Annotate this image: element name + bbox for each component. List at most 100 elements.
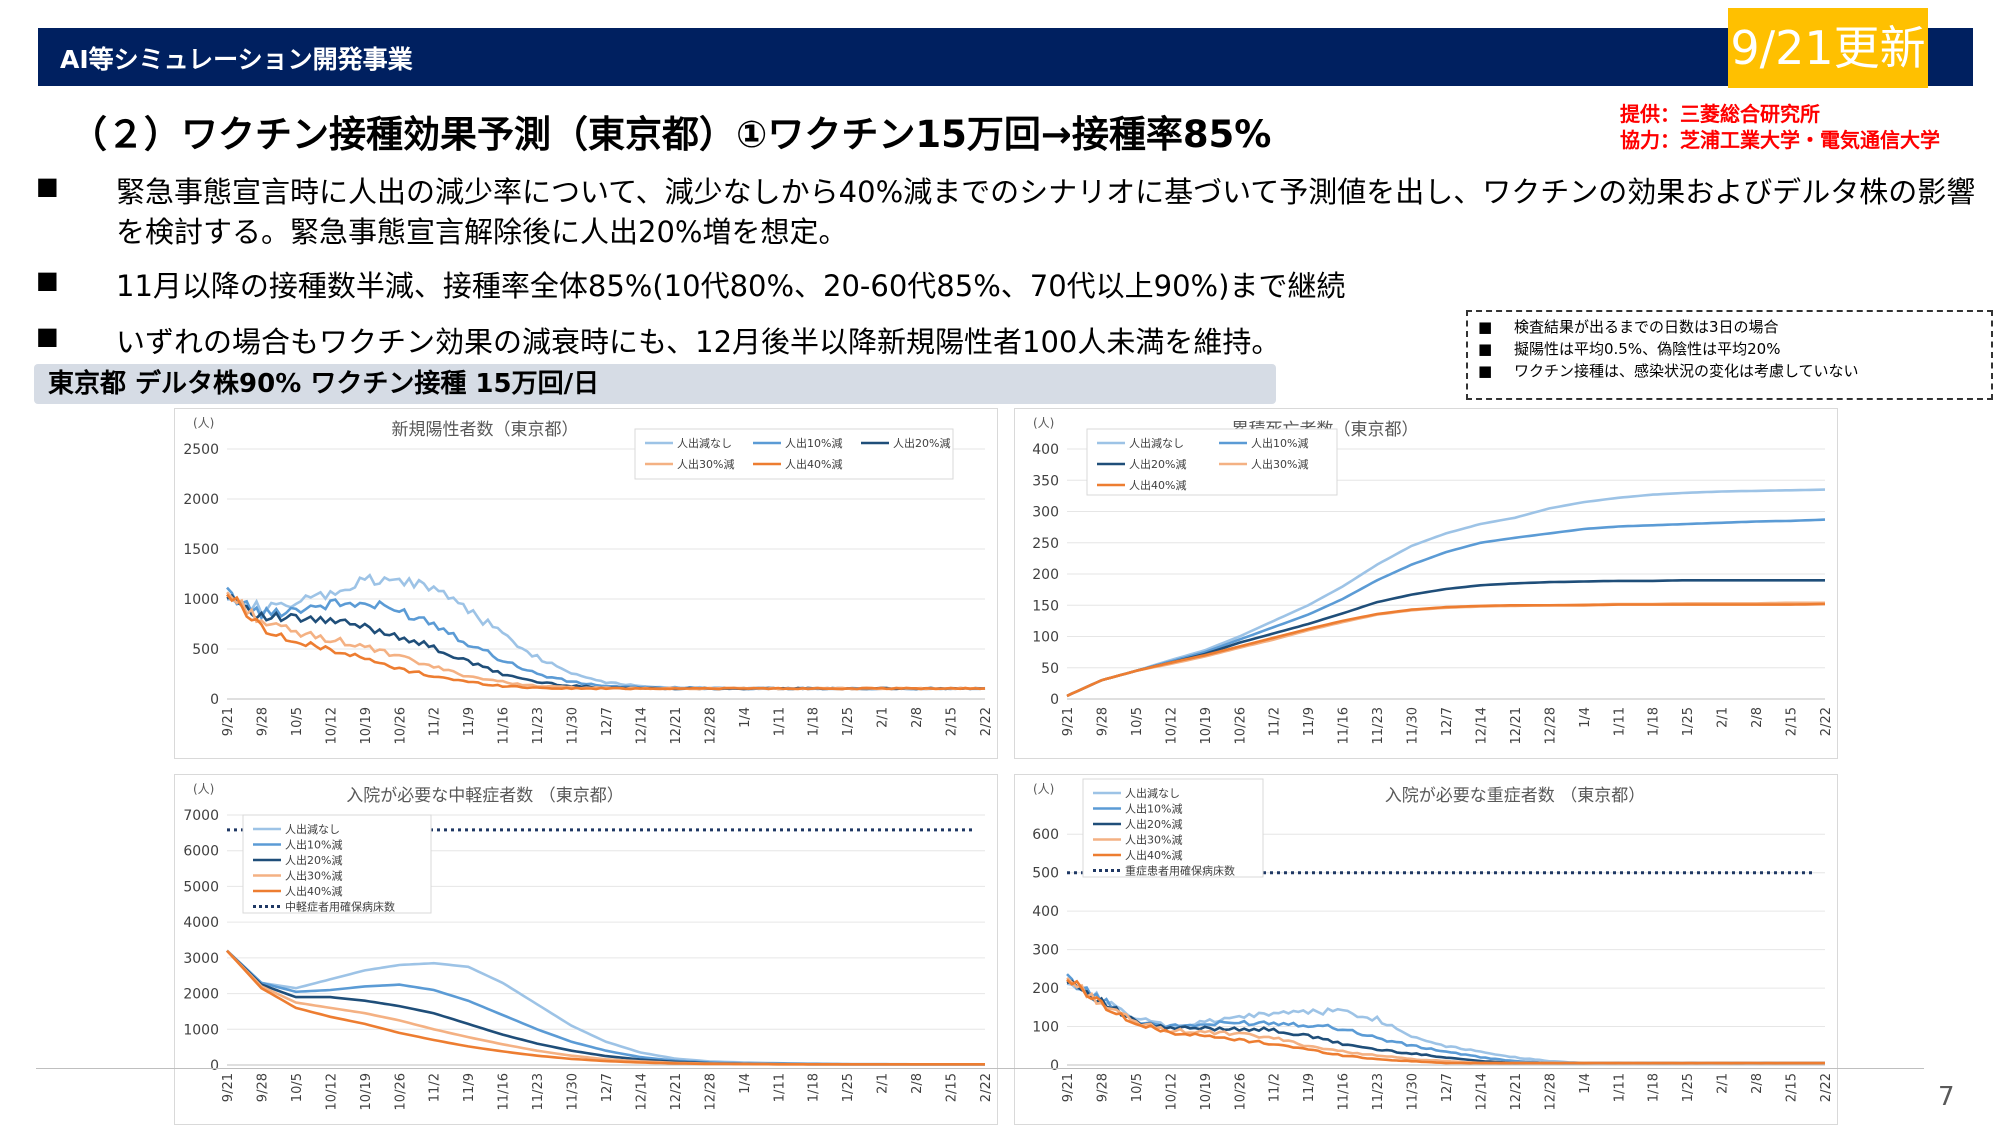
y-tick-label: 2500 bbox=[183, 442, 219, 458]
y-tick-label: 4000 bbox=[183, 915, 219, 931]
x-tick-label: 2/1 bbox=[876, 1073, 891, 1094]
x-tick-label: 2/22 bbox=[1819, 707, 1834, 736]
legend-label: 人出減なし bbox=[285, 822, 340, 836]
x-tick-label: 9/28 bbox=[255, 1073, 270, 1102]
legend-box bbox=[1086, 428, 1338, 496]
x-tick-label: 12/21 bbox=[669, 1073, 684, 1110]
x-tick-label: 11/30 bbox=[1406, 707, 1421, 744]
y-axis-label: (人) bbox=[1033, 782, 1054, 796]
y-tick-label: 100 bbox=[1032, 1020, 1059, 1036]
assumption-note-box: ■ 検査結果が出るまでの日数は3日の場合 ■ 擬陽性は平均0.5%、偽陰性は平均20… bbox=[1466, 310, 1993, 400]
x-tick-label: 10/5 bbox=[290, 1073, 305, 1102]
x-tick-label: 9/28 bbox=[1095, 1073, 1110, 1102]
chart-cumulative-deaths: 累積死亡者数（東京都）(人)0501001502002503003504009/… bbox=[1014, 408, 1838, 759]
x-tick-label: 1/18 bbox=[807, 707, 822, 736]
x-tick-label: 2/8 bbox=[910, 1073, 925, 1094]
series-line bbox=[225, 593, 986, 691]
x-tick-label: 11/30 bbox=[566, 1073, 581, 1110]
series-line bbox=[1066, 488, 1826, 698]
y-tick-label: 7000 bbox=[183, 808, 219, 824]
x-tick-label: 12/7 bbox=[1440, 707, 1455, 736]
chart-svg: 新規陽性者数（東京都） (人) 0 500 1000 1500 2000 2500 9/21 9/… bbox=[183, 416, 994, 744]
legend-box bbox=[634, 428, 954, 480]
x-tick-label: 11/23 bbox=[531, 1073, 546, 1110]
series-line bbox=[226, 949, 985, 1066]
x-tick-label: 1/18 bbox=[1647, 707, 1662, 736]
y-tick-label: 5000 bbox=[183, 879, 219, 895]
x-tick-label: 2/15 bbox=[1785, 1073, 1800, 1102]
y-tick-label: 300 bbox=[1032, 943, 1059, 959]
legend-label: 人出10%減 bbox=[285, 838, 342, 852]
x-tick-label: 12/28 bbox=[703, 1073, 718, 1110]
x-tick-label: 9/21 bbox=[1061, 707, 1076, 736]
x-tick-label: 12/7 bbox=[600, 1073, 615, 1102]
chart-new-positive: 新規陽性者数（東京都） (人) 0 500 1000 1500 2000 2500 9/21 9/… bbox=[174, 408, 998, 759]
legend-label: 人出10%減 bbox=[1125, 802, 1182, 816]
x-tick-label: 12/7 bbox=[1440, 1073, 1455, 1102]
bullet-text: いずれの場合もワクチン効果の減衰時にも、12月後半以降新規陽性者100人未満を維… bbox=[116, 325, 1281, 359]
series-line bbox=[226, 573, 986, 691]
note-line: ■ 擬陽性は平均0.5%、偽陰性は平均20% bbox=[1478, 340, 1781, 358]
y-tick-label: 300 bbox=[1032, 505, 1059, 521]
x-tick-label: 1/18 bbox=[807, 1073, 822, 1102]
y-axis-label: (人) bbox=[193, 416, 214, 430]
legend-label: 人出40%減 bbox=[1125, 848, 1182, 862]
x-tick-label: 10/12 bbox=[324, 1073, 339, 1110]
y-tick-label: 500 bbox=[192, 642, 219, 658]
y-tick-label: 600 bbox=[1032, 827, 1059, 843]
series-line bbox=[1066, 973, 1826, 1065]
x-tick-label: 11/2 bbox=[428, 1073, 443, 1102]
legend-label: 人出減なし bbox=[1129, 436, 1184, 450]
legend-label: 人出減なし bbox=[1125, 786, 1180, 800]
x-tick-label: 10/12 bbox=[324, 707, 339, 744]
chart-title: 入院が必要な重症者数 （東京都） bbox=[1385, 786, 1645, 806]
x-tick-label: 11/30 bbox=[566, 707, 581, 744]
y-tick-label: 2000 bbox=[183, 987, 219, 1003]
chart-moderate-inpatients: 入院が必要な中軽症者数 （東京都） (人) 0 1000 2000 3000 4000 500… bbox=[174, 774, 998, 1125]
x-tick-label: 10/12 bbox=[1164, 1073, 1179, 1110]
x-tick-label: 2/22 bbox=[979, 1073, 994, 1102]
x-tick-label: 9/21 bbox=[1061, 1073, 1076, 1102]
x-tick-label: 2/22 bbox=[1819, 1073, 1834, 1102]
footer-divider bbox=[36, 1068, 1924, 1069]
legend-label: 人出10%減 bbox=[785, 436, 842, 450]
x-tick-label: 12/14 bbox=[634, 707, 649, 744]
x-tick-label: 1/25 bbox=[841, 707, 856, 736]
x-tick-label: 2/15 bbox=[1785, 707, 1800, 736]
x-tick-label: 12/7 bbox=[600, 707, 615, 736]
x-tick-label: 10/19 bbox=[1199, 1073, 1214, 1110]
x-tick-label: 11/16 bbox=[497, 1073, 512, 1110]
legend-label: 人出20%減 bbox=[1129, 457, 1186, 471]
y-tick-label: 2000 bbox=[183, 492, 219, 508]
update-badge: 9/21更新 bbox=[1728, 8, 1928, 88]
x-tick-label: 12/21 bbox=[669, 707, 684, 744]
x-tick-label: 1/4 bbox=[1578, 1073, 1593, 1094]
x-tick-label: 11/9 bbox=[1302, 707, 1317, 736]
legend-label: 人出20%減 bbox=[285, 853, 342, 867]
y-tick-label: 500 bbox=[1032, 866, 1059, 882]
x-tick-label: 11/2 bbox=[1268, 1073, 1283, 1102]
x-tick-label: 1/11 bbox=[1612, 707, 1627, 736]
legend-box bbox=[1082, 778, 1264, 878]
y-tick-label: 1000 bbox=[183, 592, 219, 608]
x-tick-label: 10/5 bbox=[1130, 707, 1145, 736]
y-tick-label: 150 bbox=[1032, 598, 1059, 614]
x-tick-label: 1/25 bbox=[1681, 1073, 1696, 1102]
x-tick-label: 1/4 bbox=[738, 707, 753, 728]
series-line bbox=[1066, 978, 1826, 1065]
note-line: ■ ワクチン接種は、感染状況の変化は考慮していない bbox=[1478, 362, 1859, 380]
x-tick-label: 1/18 bbox=[1647, 1073, 1662, 1102]
x-tick-label: 10/19 bbox=[1199, 707, 1214, 744]
x-tick-label: 12/14 bbox=[1474, 707, 1489, 744]
x-tick-label: 9/28 bbox=[1095, 707, 1110, 736]
x-tick-label: 10/26 bbox=[393, 1073, 408, 1110]
series-line bbox=[226, 949, 985, 1066]
x-tick-label: 12/28 bbox=[703, 707, 718, 744]
chart-svg: 累積死亡者数（東京都）(人)0501001502002503003504009/… bbox=[1032, 416, 1834, 744]
series-line bbox=[1066, 601, 1825, 698]
y-tick-label: 0 bbox=[210, 1058, 219, 1074]
x-tick-label: 10/19 bbox=[359, 1073, 374, 1110]
x-tick-label: 2/1 bbox=[1716, 707, 1731, 728]
y-tick-label: 400 bbox=[1032, 904, 1059, 920]
x-tick-label: 12/28 bbox=[1543, 707, 1558, 744]
